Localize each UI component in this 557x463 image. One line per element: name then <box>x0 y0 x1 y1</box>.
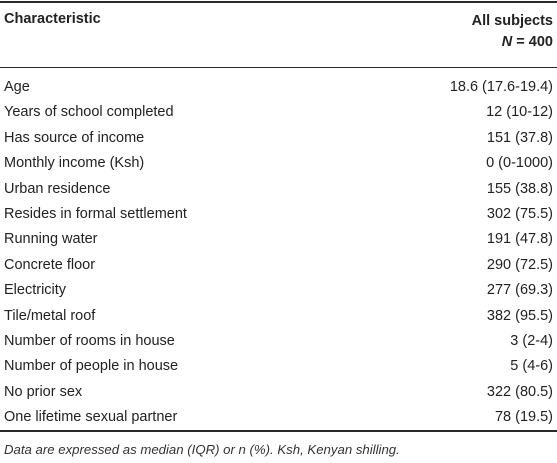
row-value: 151 (37.8) <box>486 129 553 146</box>
row-label: Tile/metal roof <box>4 307 96 324</box>
table-row: Age 18.6 (17.6-19.4) <box>0 76 557 101</box>
header-all-subjects-label: All subjects <box>471 13 553 29</box>
row-value: 3 (2-4) <box>510 332 553 349</box>
row-value: 302 (75.5) <box>486 205 553 222</box>
row-label: Running water <box>4 231 98 248</box>
header-n-count: N = 400 <box>472 32 553 53</box>
row-value: 18.6 (17.6-19.4) <box>449 79 553 95</box>
table-row: Has source of income 151 (37.8) <box>0 127 557 152</box>
table-row: Years of school completed 12 (10-12) <box>0 101 557 126</box>
row-value: 155 (38.8) <box>486 180 553 197</box>
table-row: Monthly income (Ksh) 0 (0-1000) <box>0 152 557 177</box>
row-value: 5 (4-6) <box>510 358 553 375</box>
row-label: Age <box>4 79 30 95</box>
table-row: Electricity 277 (69.3) <box>0 279 557 304</box>
row-label: Urban residence <box>4 180 111 197</box>
row-label: Years of school completed <box>4 104 174 121</box>
row-label: No prior sex <box>4 383 83 400</box>
table-row: Urban residence 155 (38.8) <box>0 178 557 203</box>
table-row: Resides in formal settlement 302 (75.5) <box>0 203 557 228</box>
row-label: Number of rooms in house <box>4 332 175 349</box>
row-label: Electricity <box>4 282 67 299</box>
row-label: Resides in formal settlement <box>4 205 187 222</box>
table-footnote: Data are expressed as median (IQR) or n … <box>4 442 400 457</box>
table-top-rule <box>0 1 557 3</box>
row-label: Concrete floor <box>4 256 96 273</box>
table-row: One lifetime sexual partner 78 (19.5) <box>0 406 557 431</box>
table-header-rule <box>0 67 557 68</box>
header-all-subjects: All subjects N = 400 <box>472 11 553 53</box>
row-label: Number of people in house <box>4 358 179 375</box>
table-body: Age 18.6 (17.6-19.4) Years of school com… <box>0 76 557 431</box>
header-n-value: = 400 <box>516 34 553 50</box>
header-characteristic: Characteristic <box>4 11 101 27</box>
row-value: 277 (69.3) <box>486 282 553 299</box>
table-row: Running water 191 (47.8) <box>0 228 557 253</box>
row-value: 12 (10-12) <box>486 104 553 121</box>
row-label: Has source of income <box>4 129 145 146</box>
row-value: 322 (80.5) <box>486 383 553 400</box>
table-row: Number of rooms in house 3 (2-4) <box>0 330 557 355</box>
table-row: Tile/metal roof 382 (95.5) <box>0 305 557 330</box>
table-row: Number of people in house 5 (4-6) <box>0 355 557 380</box>
table-bottom-rule <box>0 430 557 432</box>
row-value: 382 (95.5) <box>486 307 553 324</box>
table-row: Concrete floor 290 (72.5) <box>0 254 557 279</box>
row-value: 78 (19.5) <box>494 409 553 426</box>
header-n-symbol: N <box>501 34 513 50</box>
row-label: Monthly income (Ksh) <box>4 155 145 172</box>
row-value: 0 (0-1000) <box>486 155 553 172</box>
table-row: No prior sex 322 (80.5) <box>0 381 557 406</box>
row-value: 290 (72.5) <box>486 256 553 273</box>
row-value: 191 (47.8) <box>486 231 553 248</box>
row-label: One lifetime sexual partner <box>4 409 178 426</box>
